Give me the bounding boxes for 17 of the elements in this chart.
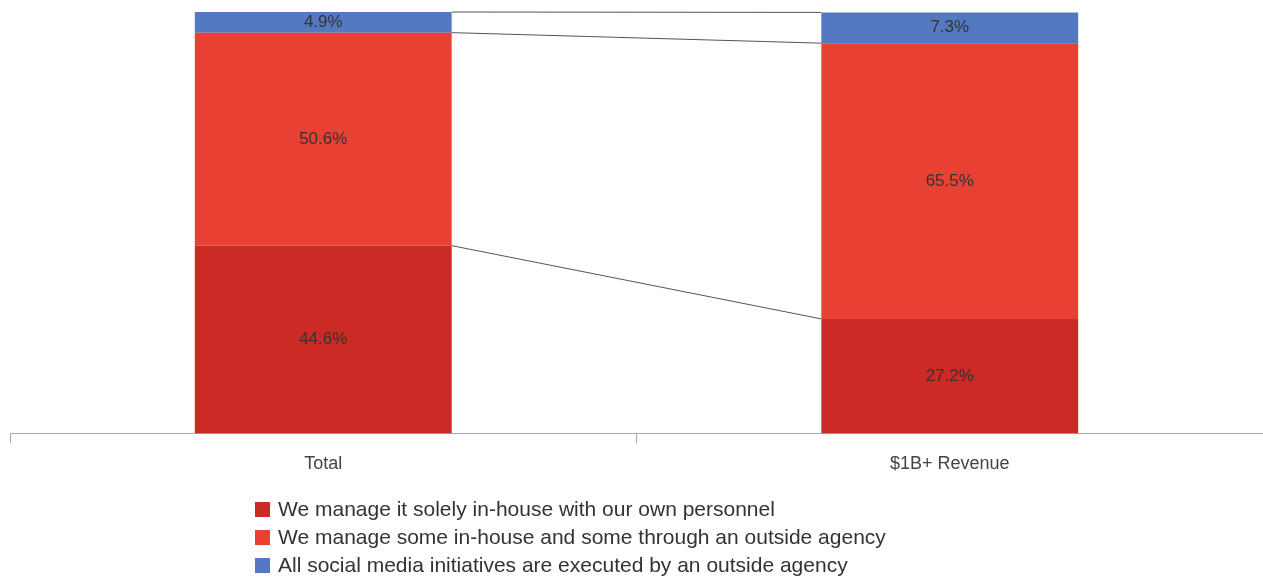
legend-label: All social media initiatives are executed by an outside agency bbox=[278, 552, 848, 578]
x-tick-label: $1B+ Revenue bbox=[889, 453, 1010, 474]
bar bbox=[821, 318, 1079, 434]
bar bbox=[821, 12, 1079, 44]
bar bbox=[194, 12, 452, 33]
data-label: 44.6% bbox=[299, 329, 348, 349]
data-label: 4.9% bbox=[303, 12, 343, 31]
legend-label: We manage some in-house and some through an outside agency bbox=[278, 524, 886, 550]
bar bbox=[194, 245, 452, 434]
data-label: 27.2% bbox=[925, 365, 974, 385]
data-label: 7.3% bbox=[930, 17, 970, 37]
x-tick-label: Total bbox=[304, 453, 343, 474]
bar bbox=[194, 32, 452, 246]
bar bbox=[821, 43, 1079, 319]
data-label: 50.6% bbox=[299, 128, 348, 148]
legend-label: We manage it solely in-house with our own personnel bbox=[278, 496, 775, 522]
data-label: 65.5% bbox=[925, 170, 974, 190]
